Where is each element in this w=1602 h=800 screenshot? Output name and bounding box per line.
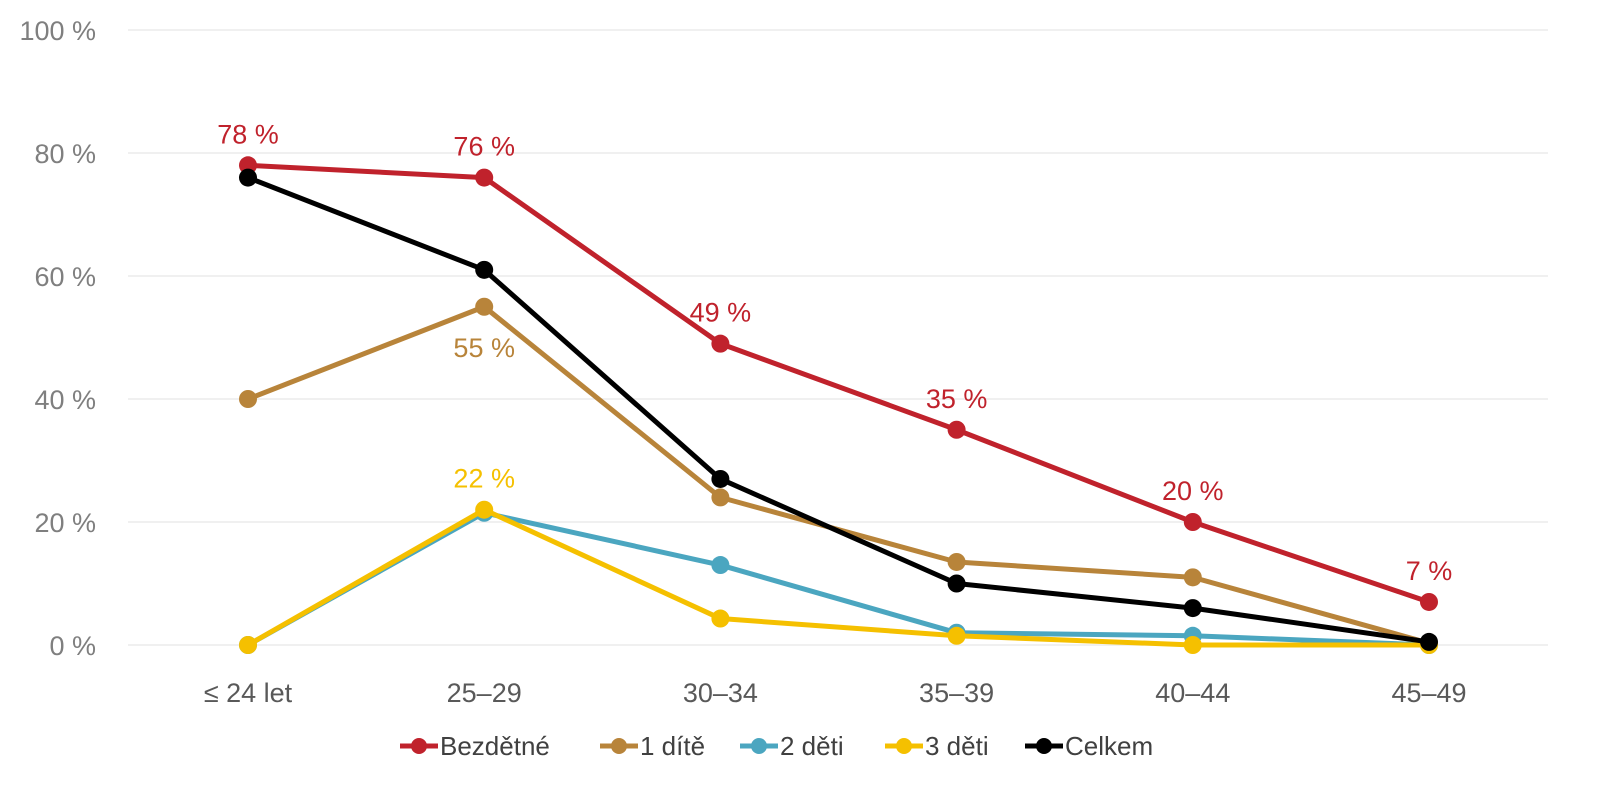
data-point: [475, 168, 494, 187]
x-axis-ticks: ≤ 24 let 25–29 30–34 35–39 40–44 45–49: [204, 678, 1467, 708]
y-tick-label: 60 %: [34, 262, 96, 292]
data-label: 7 %: [1406, 556, 1453, 586]
data-label-layer: 78 % 76 % 49 % 35 % 20 % 7 % 55 % 22 %: [217, 119, 1452, 586]
data-label: 20 %: [1162, 476, 1224, 506]
data-point: [475, 260, 494, 279]
series-line: [245, 162, 1432, 605]
legend-swatch-marker: [411, 738, 427, 754]
legend-item: 1 dítě: [600, 731, 705, 761]
legend-swatch-marker: [1036, 738, 1052, 754]
y-tick-label: 100 %: [19, 16, 96, 46]
series-line: [245, 507, 1432, 648]
series-0: [239, 156, 1438, 611]
data-label: 35 %: [926, 384, 988, 414]
data-point: [711, 469, 730, 488]
data-point: [711, 488, 730, 507]
data-point: [239, 156, 257, 175]
legend-label: 3 děti: [925, 731, 989, 761]
y-tick-label: 80 %: [34, 139, 96, 169]
x-tick-label: 40–44: [1155, 678, 1230, 708]
data-point: [711, 556, 730, 575]
legend-swatch-marker: [896, 738, 912, 754]
series-2: [239, 503, 1438, 654]
legend-item: Bezdětné: [400, 731, 550, 761]
y-tick-label: 20 %: [34, 508, 96, 538]
legend-item: 2 děti: [740, 731, 844, 761]
y-tick-label: 0 %: [49, 631, 96, 661]
data-point: [475, 500, 494, 519]
data-point: [1420, 632, 1438, 651]
legend-label: Bezdětné: [440, 731, 550, 761]
series-layer: [239, 156, 1438, 654]
series-line: [245, 304, 1432, 646]
data-point: [239, 636, 257, 654]
series-line: [245, 175, 1432, 645]
data-point: [1183, 636, 1202, 654]
legend: Bezdětné 1 dítě 2 děti 3 děti Celkem: [400, 731, 1153, 761]
data-point: [947, 626, 966, 645]
data-point: [1420, 592, 1438, 611]
data-point: [1183, 599, 1202, 618]
data-label: 49 %: [690, 298, 752, 328]
data-point: [711, 609, 730, 628]
y-axis-ticks: 0 % 20 % 40 % 60 % 80 % 100 %: [19, 16, 96, 661]
data-label: 22 %: [453, 464, 515, 494]
legend-label: 2 děti: [780, 731, 844, 761]
legend-item: 3 děti: [885, 731, 989, 761]
data-point: [239, 168, 257, 187]
legend-item: Celkem: [1025, 731, 1153, 761]
series-3: [239, 500, 1438, 654]
data-point: [947, 574, 966, 593]
legend-label: Celkem: [1065, 731, 1153, 761]
data-label: 55 %: [453, 333, 515, 363]
data-point: [947, 552, 966, 571]
series-4: [239, 168, 1438, 651]
legend-label: 1 dítě: [640, 731, 705, 761]
data-point: [239, 390, 257, 408]
grid-layer: [128, 29, 1548, 646]
x-tick-label: 25–29: [447, 678, 522, 708]
data-point: [1183, 513, 1202, 531]
x-tick-label: 45–49: [1391, 678, 1466, 708]
legend-swatch-marker: [751, 738, 767, 754]
data-label: 78 %: [217, 119, 279, 149]
x-tick-label: 30–34: [683, 678, 758, 708]
y-tick-label: 40 %: [34, 385, 96, 415]
x-tick-label: 35–39: [919, 678, 994, 708]
x-tick-label: ≤ 24 let: [204, 678, 293, 708]
data-point: [1183, 568, 1202, 587]
data-point: [475, 297, 494, 316]
legend-swatch-marker: [611, 738, 627, 754]
data-point: [711, 334, 730, 353]
data-label: 76 %: [453, 132, 515, 162]
data-point: [947, 420, 966, 439]
